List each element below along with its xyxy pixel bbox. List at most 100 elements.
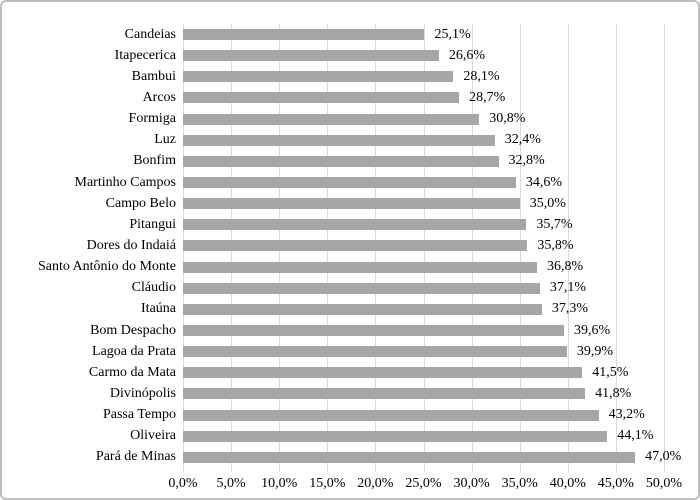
chart-row: Cláudio 37,1% (2, 278, 698, 299)
bar (183, 113, 480, 125)
value-label: 32,4% (504, 132, 541, 148)
category-label: Bom Despacho (90, 322, 176, 338)
bar (183, 303, 542, 315)
chart-row: Carmo da Mata 41,5% (2, 362, 698, 383)
bar (183, 282, 540, 294)
bar (183, 50, 439, 62)
chart-row: Passa Tempo 43,2% (2, 405, 698, 426)
value-label: 35,0% (529, 195, 566, 211)
category-label: Pitangui (129, 216, 176, 232)
value-label: 26,6% (448, 47, 486, 63)
chart-row: Campo Belo 35,0% (2, 193, 698, 214)
bar (183, 325, 564, 337)
x-tick-label: 5,0% (216, 476, 246, 491)
value-label: 25,1% (434, 26, 471, 42)
category-label: Dores do Indaiá (86, 237, 176, 253)
x-tick-label: 30,0% (453, 476, 490, 491)
category-label: Oliveira (130, 428, 176, 444)
chart-row: Santo Antônio do Monte 36,8% (2, 257, 698, 278)
chart-row: Pitangui 35,7% (2, 214, 698, 235)
value-label: 37,3% (551, 301, 588, 317)
bar (183, 198, 520, 210)
value-label: 34,6% (525, 174, 563, 190)
chart-row: Bambui 28,1% (2, 66, 698, 87)
x-tick-label: 35,0% (501, 476, 538, 491)
value-label: 41,8% (595, 385, 632, 401)
value-label: 44,1% (617, 428, 654, 444)
x-tick-label: 10,0% (261, 476, 298, 491)
chart-row: Bom Despacho 39,6% (2, 320, 698, 341)
x-tick-label: 0,0% (168, 476, 198, 491)
value-label: 32,8% (508, 153, 545, 169)
x-tick-label: 20,0% (357, 476, 394, 491)
category-label: Bonfim (133, 153, 176, 169)
category-label: Formiga (128, 111, 176, 127)
category-label: Luz (154, 132, 176, 148)
chart-row: Dores do Indaiá 35,8% (2, 235, 698, 256)
category-label: Itaúna (141, 301, 176, 317)
category-label: Martinho Campos (74, 174, 177, 190)
bar (183, 430, 608, 442)
bar (183, 451, 636, 463)
chart-row: Oliveira 44,1% (2, 426, 698, 447)
bar (183, 409, 599, 421)
bar (183, 367, 583, 379)
value-label: 35,8% (537, 237, 574, 253)
chart-row: Itapecerica 26,6% (2, 45, 698, 66)
value-label: 28,7% (469, 89, 506, 105)
x-tick-label: 45,0% (597, 476, 634, 491)
value-label: 39,9% (576, 343, 613, 359)
chart-row: Formiga 30,8% (2, 109, 698, 130)
bar (183, 177, 516, 189)
value-label: 28,1% (463, 68, 500, 84)
x-tick-label: 25,0% (405, 476, 442, 491)
gridline (615, 24, 617, 472)
category-label: Carmo da Mata (88, 364, 176, 380)
category-label: Cláudio (131, 280, 176, 296)
bar (183, 261, 538, 273)
chart-row: Itaúna 37,3% (2, 299, 698, 320)
x-tick-label: 40,0% (549, 476, 586, 491)
value-label: 37,1% (549, 280, 587, 296)
bar (183, 29, 425, 41)
bar (183, 346, 567, 358)
value-label: 35,7% (536, 216, 573, 232)
category-label: Itapecerica (114, 47, 176, 63)
category-label: Candeias (124, 26, 176, 42)
x-tick-label: 15,0% (309, 476, 346, 491)
value-label: 43,2% (608, 407, 645, 423)
bar (183, 134, 495, 146)
chart-row: Bonfim 32,8% (2, 151, 698, 172)
bar (183, 92, 460, 104)
bar (183, 219, 527, 231)
x-tick-label: 50,0% (645, 476, 683, 491)
value-label: 41,5% (592, 364, 629, 380)
bar (183, 155, 499, 167)
chart-row: Martinho Campos 34,6% (2, 172, 698, 193)
chart-row: Lagoa da Prata 39,9% (2, 341, 698, 362)
gridline (567, 24, 569, 472)
category-label: Pará de Minas (95, 449, 176, 465)
category-label: Santo Antônio do Monte (37, 259, 176, 275)
value-label: 39,6% (573, 322, 611, 338)
category-label: Bambui (131, 68, 176, 84)
category-label: Divinópolis (109, 385, 176, 401)
category-label: Passa Tempo (102, 407, 176, 423)
chart-row: Arcos 28,7% (2, 87, 698, 108)
category-label: Lagoa da Prata (92, 343, 176, 359)
value-label: 47,0% (645, 449, 682, 465)
bar (183, 388, 586, 400)
bar (183, 240, 528, 252)
category-label: Arcos (142, 89, 176, 105)
value-label: 36,8% (547, 259, 584, 275)
chart-row: Luz 32,4% (2, 130, 698, 151)
chart-row: Divinópolis 41,8% (2, 383, 698, 404)
bar (183, 71, 454, 83)
chart-row: Candeias 25,1% (2, 24, 698, 45)
chart-row: Pará de Minas 47,0% (2, 447, 698, 468)
category-label: Campo Belo (105, 195, 176, 211)
value-label: 30,8% (489, 111, 526, 127)
gridline (664, 24, 665, 472)
